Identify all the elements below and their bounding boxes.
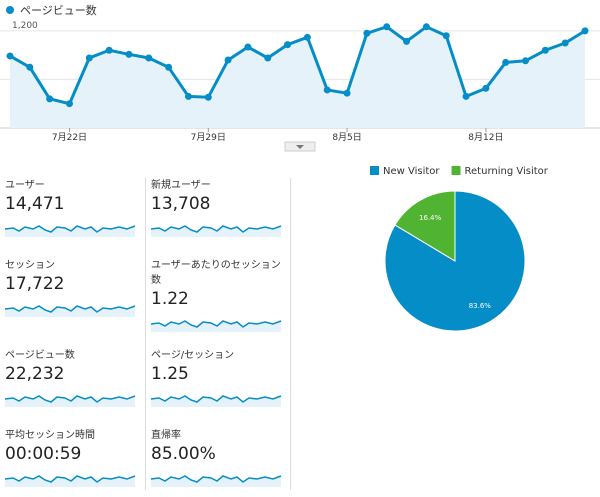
metric-label: 直帰率 (151, 430, 181, 441)
metric-value: 13,708 (151, 194, 211, 214)
point (224, 56, 232, 64)
line (9, 25, 586, 106)
x-tick-label: 7月29日 (191, 132, 226, 143)
metric-value: 17,722 (5, 274, 65, 294)
sparkline-line (150, 225, 282, 233)
legend-marker (6, 6, 14, 14)
collapse-icon (296, 145, 304, 149)
point (363, 29, 371, 37)
metric-label: 新規ユーザー (151, 180, 211, 191)
metric-value: 22,232 (5, 364, 65, 384)
metric-tile: 直帰率 85.00% (150, 428, 283, 491)
legend-label: ページビュー数 (20, 4, 97, 17)
point (65, 100, 73, 108)
point (184, 92, 192, 100)
metric-tile: ページビュー数 22,232 (4, 348, 137, 411)
sparkline-line (4, 395, 136, 403)
point (462, 92, 470, 100)
x-tick-label: 7月22日 (52, 132, 87, 143)
point (403, 37, 411, 45)
slice-label: 16.4% (419, 214, 442, 222)
divider (290, 178, 291, 490)
point (541, 46, 549, 54)
legend-swatch (451, 166, 461, 175)
point (303, 33, 311, 41)
point (502, 58, 510, 66)
point (125, 50, 133, 58)
point (522, 57, 530, 65)
metric-tile: ユーザーあたりのセッション数 1.22 (150, 258, 283, 336)
sparkline-line (4, 475, 136, 483)
point (105, 46, 113, 54)
point (165, 63, 173, 71)
legend-label: New Visitor (383, 166, 440, 177)
sparkline-line (150, 475, 282, 483)
point (46, 95, 54, 103)
metric-label: セッション (5, 260, 55, 271)
point (26, 63, 34, 71)
sparkline (4, 395, 136, 407)
point (442, 32, 450, 40)
metric-tile: 新規ユーザー 13,708 (150, 178, 283, 241)
metric-label: ユーザーあたりのセッション数 (151, 260, 281, 286)
metric-tile: ページ/セッション 1.25 (150, 348, 283, 411)
metric-tile: セッション 17,722 (4, 258, 137, 321)
legend-label: Returning Visitor (465, 166, 549, 177)
y-tick-label: 1,200 (12, 21, 38, 31)
metric-tile: 平均セッション時間 00:00:59 (4, 428, 137, 491)
sparkline (150, 395, 282, 407)
sparkline (4, 225, 136, 237)
metric-label: ユーザー (5, 180, 45, 191)
area (10, 26, 585, 128)
pie-chart: New Visitor Returning Visitor 83.6% 16.4% (370, 166, 549, 332)
legend-swatch (370, 166, 379, 175)
metric-value: 85.00% (151, 444, 216, 464)
sparkline (150, 225, 282, 237)
metric-value: 1.25 (151, 364, 189, 384)
point (561, 39, 569, 47)
point (482, 84, 490, 92)
point (581, 27, 589, 35)
sparkline (4, 305, 136, 317)
divider (145, 178, 146, 490)
sparkline (4, 475, 136, 487)
sparkline-line (150, 395, 282, 403)
pie-slice (394, 190, 456, 262)
point (244, 43, 252, 51)
point (343, 89, 351, 97)
metric-label: ページ/セッション (151, 350, 235, 361)
metric-value: 1.22 (151, 289, 189, 309)
sparkline (150, 475, 282, 487)
point (422, 23, 430, 31)
metric-tile: ユーザー 14,471 (4, 178, 137, 241)
sparkline (150, 320, 282, 332)
point (145, 54, 153, 62)
point (85, 54, 93, 62)
sparkline-line (4, 225, 136, 233)
sparkline-line (4, 305, 136, 313)
point (284, 41, 292, 49)
metric-value: 00:00:59 (5, 444, 82, 464)
metric-label: 平均セッション時間 (5, 430, 95, 441)
sparkline-line (150, 320, 282, 328)
metric-label: ページビュー数 (5, 350, 75, 361)
x-tick-label: 8月12日 (468, 132, 503, 143)
x-tick-label: 8月5日 (332, 132, 361, 143)
point (6, 52, 14, 60)
metric-value: 14,471 (5, 194, 65, 214)
point (204, 93, 212, 101)
slice-label: 83.6% (469, 302, 492, 310)
point (264, 54, 272, 62)
point (383, 23, 391, 31)
point (323, 86, 331, 94)
